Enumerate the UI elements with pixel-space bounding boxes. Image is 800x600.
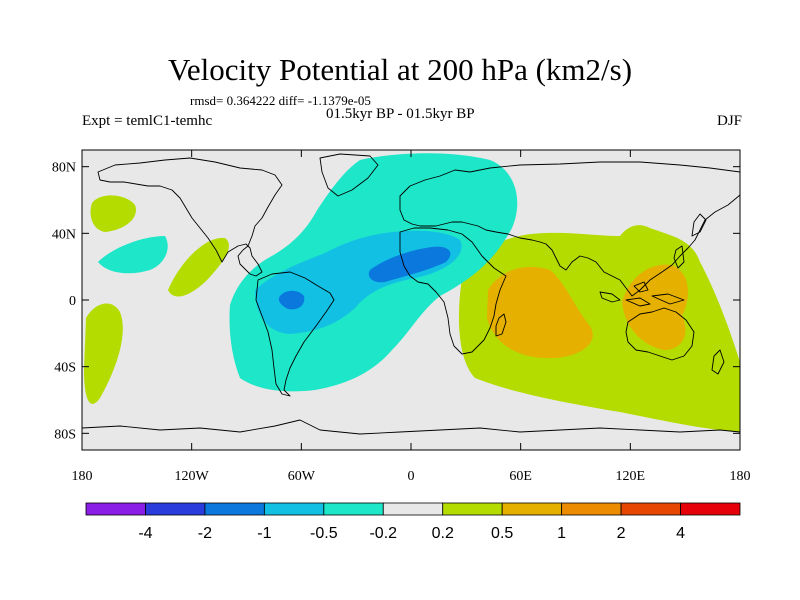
- lat-tick-label: 40N: [52, 227, 76, 242]
- lon-tick-label: 180: [72, 469, 93, 484]
- coastline-north-america: [97, 157, 283, 277]
- coastline-madagascar: [495, 313, 507, 337]
- contour-negative-africa-core: [368, 246, 451, 283]
- colorbar-label: -1: [257, 525, 271, 542]
- colorbar-box: [382, 502, 444, 516]
- lat-tick-label: 0: [69, 294, 76, 309]
- contour-positive-north-pacific: [90, 195, 136, 232]
- coastline-antarctica: [82, 419, 740, 435]
- colorbar-box: [620, 502, 681, 516]
- coastline-japan: [691, 213, 707, 237]
- coastline-south-america: [255, 271, 335, 397]
- coastline-australia: [625, 307, 695, 361]
- lat-tick-label: 40S: [54, 361, 76, 376]
- coastline-greenland: [319, 153, 379, 197]
- coastline-africa: [399, 227, 507, 355]
- lon-tick-label: 180: [730, 469, 751, 484]
- colorbar-label: -0.2: [369, 525, 397, 542]
- colorbar-box: [145, 502, 206, 516]
- colorbar-box: [561, 502, 622, 516]
- colorbar-box: [680, 502, 741, 516]
- coastlines: [82, 153, 740, 435]
- lat-tick-label: 80S: [54, 427, 76, 442]
- contour-positive-indian-ocean-core: [487, 266, 593, 359]
- colorbar-label: 4: [676, 525, 685, 542]
- rmsd-diff-text: rmsd= 0.364222 diff= -1.1379e-05: [190, 93, 371, 108]
- contour-negative-north-pacific: [98, 236, 168, 274]
- coastline-eurasia: [399, 161, 740, 297]
- colorbar-box: [323, 502, 384, 516]
- contour-positive-east-pacific: [168, 237, 229, 297]
- contour-fills: [84, 153, 740, 432]
- lon-tick-label: 120W: [175, 469, 210, 484]
- colorbar: -4 -2 -1 -0.5 -0.2 0.2 0.5 1 2 4: [85, 502, 741, 542]
- coastline-maritime-islands: [599, 245, 685, 307]
- colorbar-box: [85, 502, 146, 516]
- contour-negative-amazon-core: [278, 290, 305, 310]
- experiment-label: Expt = temlC1-temhc: [82, 113, 213, 129]
- colorbar-label: -0.5: [310, 525, 338, 542]
- colorbar-label: 0.5: [491, 525, 513, 542]
- colorbar-box: [501, 502, 563, 516]
- colorbar-label: 1: [557, 525, 566, 542]
- colorbar-label: 0.2: [432, 525, 454, 542]
- colorbar-label: 2: [617, 525, 626, 542]
- period-label: 01.5kyr BP - 01.5kyr BP: [326, 106, 475, 122]
- colorbar-box: [442, 502, 503, 516]
- lon-tick-label: 120E: [616, 469, 646, 484]
- lat-tick-label: 80N: [52, 161, 76, 176]
- contour-positive-south-pacific: [84, 303, 123, 404]
- colorbar-box: [204, 502, 265, 516]
- season-label: DJF: [716, 113, 742, 129]
- lon-tick-label: 0: [408, 469, 415, 484]
- colorbar-label: -4: [138, 525, 152, 542]
- plot-title: Velocity Potential at 200 hPa (km2/s): [167, 52, 633, 87]
- lon-tick-label: 60W: [288, 469, 316, 484]
- contour-positive-maritime-core: [622, 264, 688, 350]
- axis-ticks: 180 120W 60W 0 60E 120E 180 80N 40N 0 40S 80S: [52, 150, 751, 484]
- lon-tick-label: 60E: [509, 469, 532, 484]
- colorbar-box: [263, 502, 325, 516]
- coastline-new-zealand: [711, 349, 725, 375]
- colorbar-label: -2: [198, 525, 212, 542]
